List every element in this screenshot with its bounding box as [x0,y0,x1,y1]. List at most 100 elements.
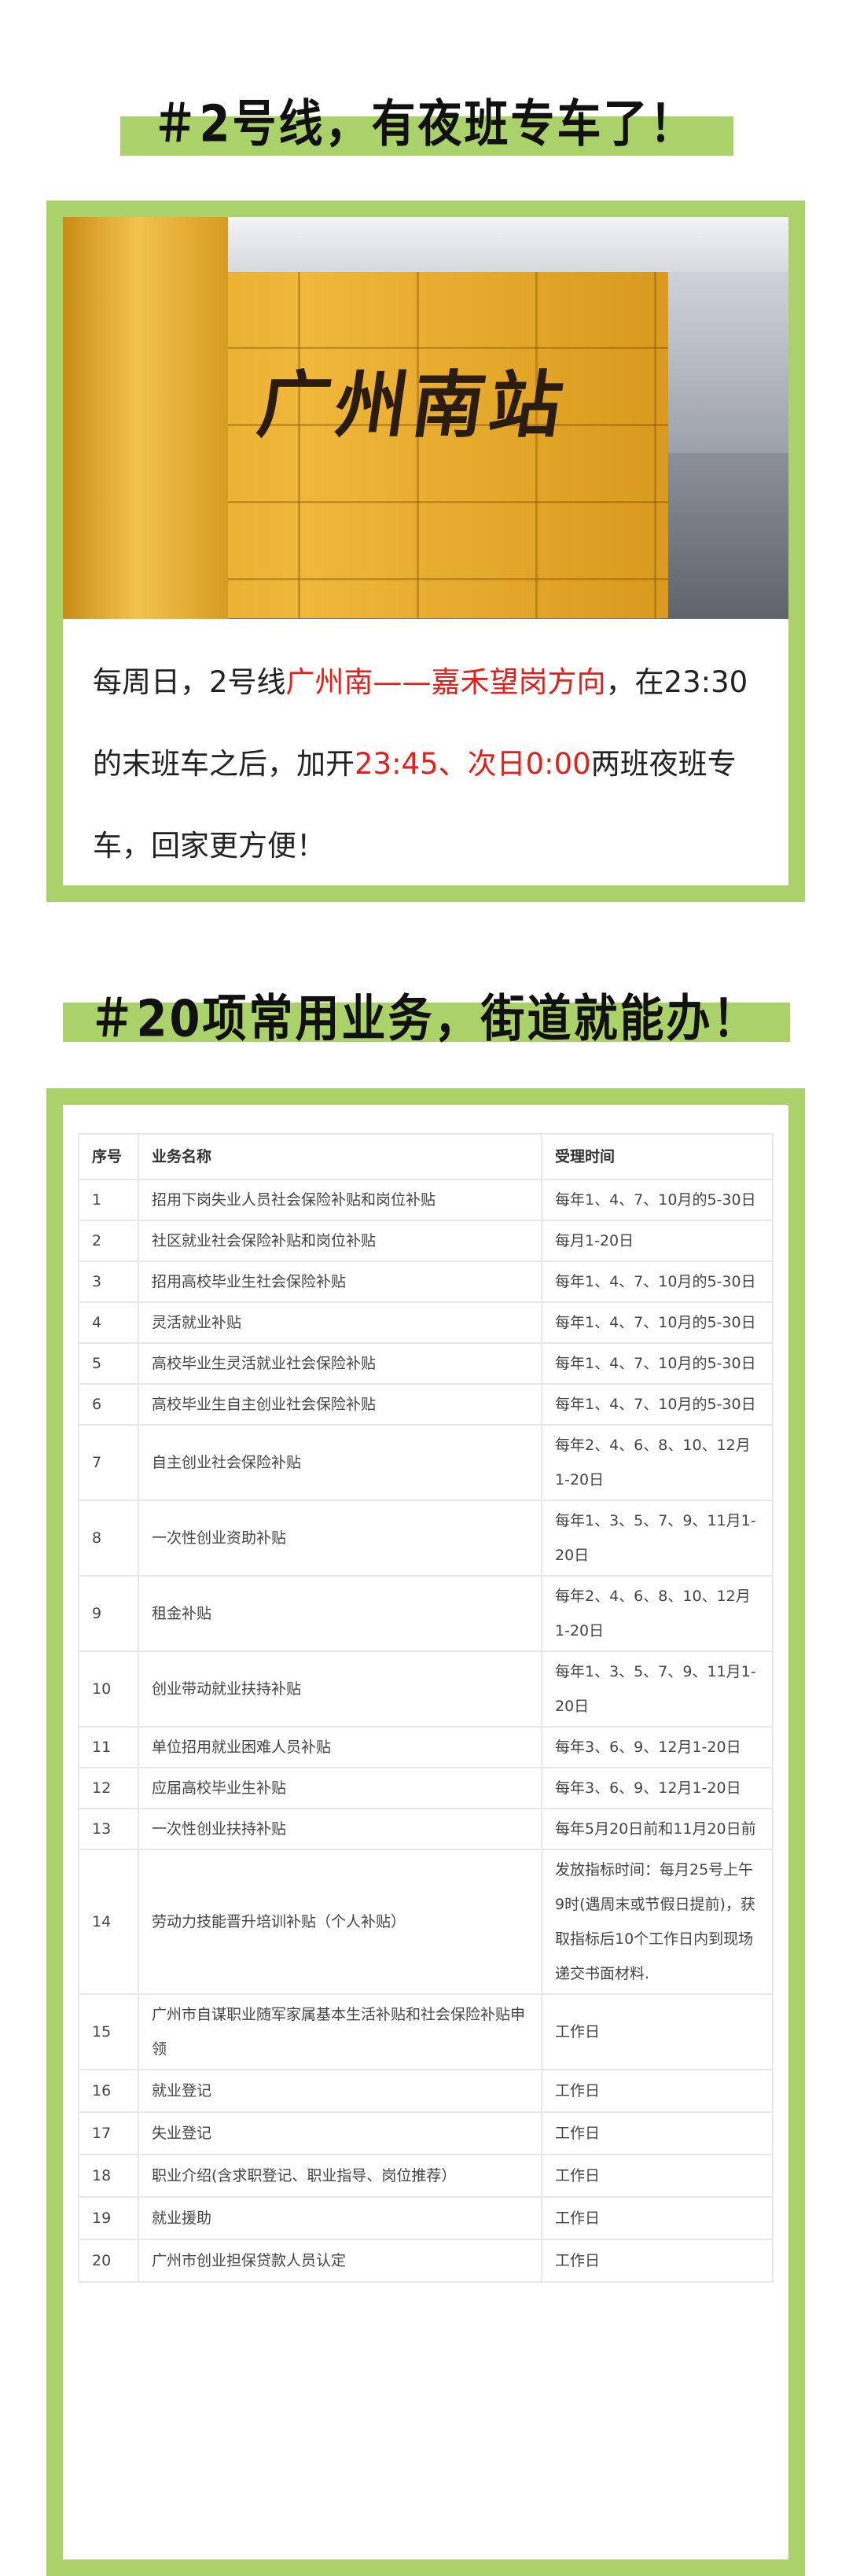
cell-index: 13 [78,1808,139,1850]
cell-service: 单位招用就业困难人员补贴 [138,1726,542,1768]
cell-service: 就业援助 [138,2196,542,2240]
cell-index: 4 [78,1301,139,1344]
cell-service: 招用下岗失业人员社会保险补贴和岗位补贴 [138,1179,542,1221]
table-row: 20 广州市创业担保贷款人员认定 工作日 [78,2239,774,2283]
table-row: 5 高校毕业生灵活就业社会保险补贴 每年1、4、7、10月的5-30日 [78,1342,774,1385]
cell-time: 每年1、4、7、10月的5-30日 [541,1179,774,1221]
cell-service: 创业带动就业扶持补贴 [138,1650,542,1728]
cell-service: 广州市创业担保贷款人员认定 [138,2239,542,2283]
cell-time: 工作日 [541,2069,774,2113]
table-row: 14 劳动力技能晋升培训补贴（个人补贴） 发放指标时间：每月25号上午9时(遇周末或… [78,1849,774,1995]
table-row: 13 一次性创业扶持补贴 每年5月20日前和11月20日前 [78,1808,774,1850]
cell-index: 12 [78,1767,139,1809]
cell-time: 工作日 [541,2154,774,2198]
guangzhou-south-station-photo: 广州南站 [63,217,788,619]
heading-highlight-bar [63,1003,790,1042]
services-table: 序号 业务名称 受理时间 1 招用下岗失业人员社会保险补贴和岗位补贴 每年1、4、7… [78,1133,774,2283]
table-row: 16 就业登记 工作日 [78,2069,774,2113]
cell-index: 8 [78,1500,139,1577]
cell-time: 每年2、4、6、8、10、12月1-20日 [541,1575,774,1652]
cell-time: 每年3、6、9、12月1-20日 [541,1767,774,1809]
cell-time: 每年1、4、7、10月的5-30日 [541,1260,774,1303]
cell-service: 高校毕业生灵活就业社会保险补贴 [138,1342,542,1385]
table-row: 11 单位招用就业困难人员补贴 每年3、6、9、12月1-20日 [78,1726,774,1768]
night-bus-card: 广州南站 每周日，2号线广州南——嘉禾望岗方向，在23:30的末班车之后，加开2… [46,201,805,902]
table-row: 12 应届高校毕业生补贴 每年3、6、9、12月1-20日 [78,1767,774,1809]
services-card: 序号 业务名称 受理时间 1 招用下岗失业人员社会保险补贴和岗位补贴 每年1、4、7… [46,1088,805,2576]
table-row: 10 创业带动就业扶持补贴 每年1、3、5、7、9、11月1-20日 [78,1650,774,1728]
section1-heading: ＃2号线，有夜班专车了！ [0,88,849,156]
table-row: 6 高校毕业生自主创业社会保险补贴 每年1、4、7、10月的5-30日 [78,1383,774,1426]
header-time: 受理时间 [541,1133,774,1180]
table-header-row: 序号 业务名称 受理时间 [78,1133,774,1180]
table-row: 15 广州市自谋职业随军家属基本生活补贴和社会保险补贴申领 工作日 [78,1993,774,2070]
cell-index: 18 [78,2154,139,2198]
cell-index: 1 [78,1179,139,1221]
cell-time: 每年1、4、7、10月的5-30日 [541,1342,774,1385]
cell-index: 17 [78,2111,139,2155]
cell-service: 一次性创业扶持补贴 [138,1808,542,1850]
cell-index: 10 [78,1650,139,1728]
cell-time: 每年1、4、7、10月的5-30日 [541,1301,774,1344]
cell-index: 11 [78,1726,139,1768]
heading-highlight-bar [120,116,733,156]
table-row: 19 就业援助 工作日 [78,2196,774,2240]
cell-index: 19 [78,2196,139,2240]
cell-index: 20 [78,2239,139,2283]
cell-time: 工作日 [541,1993,774,2070]
cell-service: 招用高校毕业生社会保险补贴 [138,1260,542,1303]
cell-service: 社区就业社会保险补贴和岗位补贴 [138,1220,542,1262]
cell-time: 每年2、4、6、8、10、12月1-20日 [541,1424,774,1501]
section2-heading: ＃20项常用业务，街道就能办！ [0,983,849,1049]
cell-service: 灵活就业补贴 [138,1301,542,1344]
cell-index: 2 [78,1220,139,1262]
cell-index: 15 [78,1993,139,2070]
cell-index: 9 [78,1575,139,1652]
cell-index: 14 [78,1849,139,1995]
cell-time: 每年1、3、5、7、9、11月1-20日 [541,1650,774,1728]
cell-service: 劳动力技能晋升培训补贴（个人补贴） [138,1849,542,1995]
night-bus-description: 每周日，2号线广州南——嘉禾望岗方向，在23:30的末班车之后，加开23:45、… [93,642,769,887]
section2-title: ＃20项常用业务，街道就能办！ [90,989,759,1049]
cell-time: 发放指标时间：每月25号上午9时(遇周末或节假日提前)，获取指标后10个工作日内… [541,1849,774,1995]
table-row: 2 社区就业社会保险补贴和岗位补贴 每月1-20日 [78,1220,774,1262]
cell-time: 每年1、3、5、7、9、11月1-20日 [541,1500,774,1577]
header-index: 序号 [78,1133,139,1180]
cell-service: 租金补贴 [138,1575,542,1652]
cell-index: 16 [78,2069,139,2113]
cell-time: 工作日 [541,2111,774,2155]
section1-title: ＃2号线，有夜班专车了！ [153,94,696,154]
cell-time: 每月1-20日 [541,1220,774,1262]
table-row: 17 失业登记 工作日 [78,2111,774,2155]
cell-time: 每年5月20日前和11月20日前 [541,1808,774,1850]
table-row: 1 招用下岗失业人员社会保险补贴和岗位补贴 每年1、4、7、10月的5-30日 [78,1179,774,1221]
cell-time: 工作日 [541,2196,774,2240]
cell-service: 高校毕业生自主创业社会保险补贴 [138,1383,542,1426]
body-text: 两班夜班专车，回家更方便！ [93,747,737,863]
cell-time: 工作日 [541,2239,774,2283]
cell-time: 每年1、4、7、10月的5-30日 [541,1383,774,1426]
cell-service: 广州市自谋职业随军家属基本生活补贴和社会保险补贴申领 [138,1993,542,2070]
table-row: 4 灵活就业补贴 每年1、4、7、10月的5-30日 [78,1301,774,1344]
highlight-text: 广州南——嘉禾望岗方向 [285,665,606,699]
table-row: 18 职业介绍(含求职登记、职业指导、岗位推荐） 工作日 [78,2154,774,2198]
table-row: 9 租金补贴 每年2、4、6、8、10、12月1-20日 [78,1575,774,1652]
station-sign: 广州南站 [252,362,573,447]
header-service: 业务名称 [138,1133,542,1180]
cell-index: 7 [78,1424,139,1501]
body-text: 每周日，2号线 [93,665,286,699]
cell-index: 3 [78,1260,139,1303]
cell-service: 自主创业社会保险补贴 [138,1424,542,1501]
cell-index: 5 [78,1342,139,1385]
cell-service: 就业登记 [138,2069,542,2113]
table-row: 3 招用高校毕业生社会保险补贴 每年1、4、7、10月的5-30日 [78,1260,774,1303]
table-row: 7 自主创业社会保险补贴 每年2、4、6、8、10、12月1-20日 [78,1424,774,1501]
cell-index: 6 [78,1383,139,1426]
cell-time: 每年3、6、9、12月1-20日 [541,1726,774,1768]
table-row: 8 一次性创业资助补贴 每年1、3、5、7、9、11月1-20日 [78,1500,774,1577]
cell-service: 一次性创业资助补贴 [138,1500,542,1577]
cell-service: 失业登记 [138,2111,542,2155]
highlight-text: 23:45、次日0:00 [355,747,591,781]
body-text: ，在23:30的末班车之后，加开 [93,665,748,781]
cell-service: 应届高校毕业生补贴 [138,1767,542,1809]
